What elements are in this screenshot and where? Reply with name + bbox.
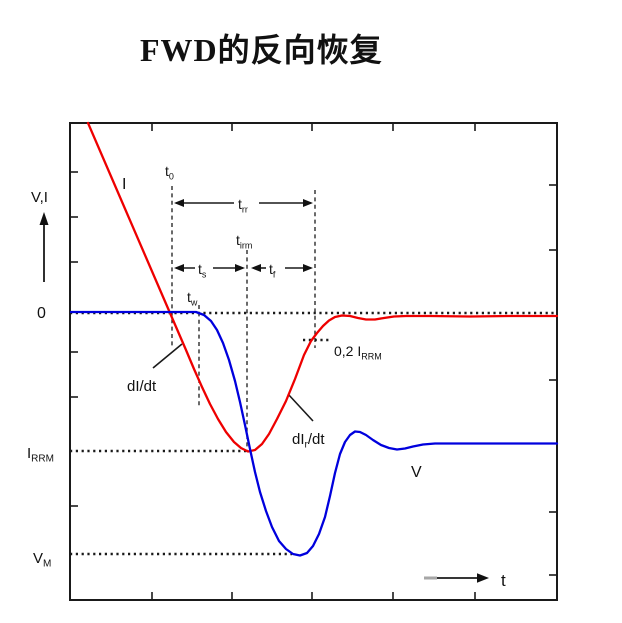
- trr-span-arrow-right-head: [303, 199, 313, 207]
- current-curve: [86, 121, 559, 453]
- tf-span-arrow-right-head: [303, 264, 313, 272]
- vi-axis-arrow-head: [39, 212, 49, 225]
- tf-span-arrow-left-head: [251, 264, 261, 272]
- tirm-label: tirm: [236, 232, 252, 251]
- current-curve-label: I: [122, 176, 126, 193]
- t0-label: t0: [165, 163, 174, 182]
- di-dt-pointer: [152, 343, 183, 369]
- t-axis-arrow-head: [477, 573, 489, 583]
- vm-label: VM: [33, 550, 51, 570]
- y-axis-label: V,I: [31, 189, 48, 206]
- trr-label: trr: [238, 196, 248, 215]
- voltage-curve: [69, 310, 559, 557]
- x-axis-label: t: [501, 571, 506, 590]
- ts-span-arrow-right-head: [235, 264, 245, 272]
- tw-label: tw: [187, 289, 198, 308]
- trr-span-arrow-left-head: [174, 199, 184, 207]
- irrm-label: IRRM: [27, 445, 54, 465]
- plot-border: [69, 122, 558, 601]
- dir-dt-label: dIr/dt: [292, 431, 325, 451]
- zero-label: 0: [37, 305, 46, 322]
- dir-dt-pointer: [287, 393, 314, 422]
- voltage-curve-label: V: [411, 464, 422, 481]
- ts-span-arrow-left-head: [174, 264, 184, 272]
- point2-irrm-label: 0,2 IRRM: [334, 343, 382, 362]
- chart-title: FWD的反向恢复: [140, 32, 383, 68]
- di-dt-label: dI/dt: [127, 378, 157, 395]
- tf-label: tf: [269, 261, 276, 280]
- ts-label: ts: [198, 261, 207, 280]
